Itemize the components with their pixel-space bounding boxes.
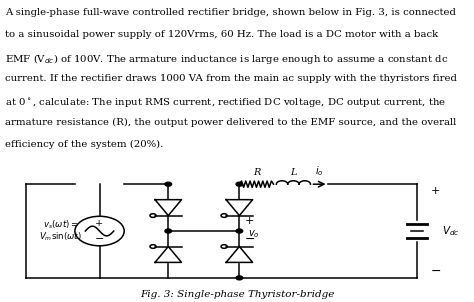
Text: L: L <box>290 168 297 177</box>
Circle shape <box>236 229 243 233</box>
Text: EMF (V$_{dc}$) of 100V. The armature inductance is large enough to assume a cons: EMF (V$_{dc}$) of 100V. The armature ind… <box>5 52 448 66</box>
Text: at 0$^\circ$, calculate: The input RMS current, rectified DC voltage, DC output : at 0$^\circ$, calculate: The input RMS c… <box>5 96 446 110</box>
Polygon shape <box>155 200 182 216</box>
Text: −: − <box>95 234 104 244</box>
Text: R: R <box>253 168 260 177</box>
Polygon shape <box>155 246 182 262</box>
Text: efficiency of the system (20%).: efficiency of the system (20%). <box>5 140 163 149</box>
Text: +: + <box>95 219 104 228</box>
Text: +: + <box>430 186 440 196</box>
Text: $V_{dc}$: $V_{dc}$ <box>442 224 459 238</box>
Text: armature resistance (R), the output power delivered to the EMF source, and the o: armature resistance (R), the output powe… <box>5 118 456 127</box>
Text: A single-phase full-wave controlled rectifier bridge, shown below in Fig. 3, is : A single-phase full-wave controlled rect… <box>5 8 456 17</box>
Polygon shape <box>226 200 253 216</box>
Circle shape <box>236 276 243 280</box>
Circle shape <box>165 229 172 233</box>
Polygon shape <box>226 246 253 262</box>
Text: $V_m \sin(\omega t)$: $V_m \sin(\omega t)$ <box>39 230 82 243</box>
Text: to a sinusoidal power supply of 120Vrms, 60 Hz. The load is a DC motor with a ba: to a sinusoidal power supply of 120Vrms,… <box>5 30 438 39</box>
Text: −: − <box>430 265 441 278</box>
Text: $v_o$: $v_o$ <box>248 228 259 240</box>
Text: $v_s(\omega t) =$: $v_s(\omega t) =$ <box>43 219 79 231</box>
Circle shape <box>165 182 172 186</box>
Text: $i_o$: $i_o$ <box>315 164 324 178</box>
Text: +: + <box>245 216 255 226</box>
Text: −: − <box>245 233 255 246</box>
Text: current. If the rectifier draws 1000 VA from the main ac supply with the thyrist: current. If the rectifier draws 1000 VA … <box>5 74 456 83</box>
Text: Fig. 3: Single-phase Thyristor-bridge: Fig. 3: Single-phase Thyristor-bridge <box>140 290 334 299</box>
Circle shape <box>236 182 243 186</box>
